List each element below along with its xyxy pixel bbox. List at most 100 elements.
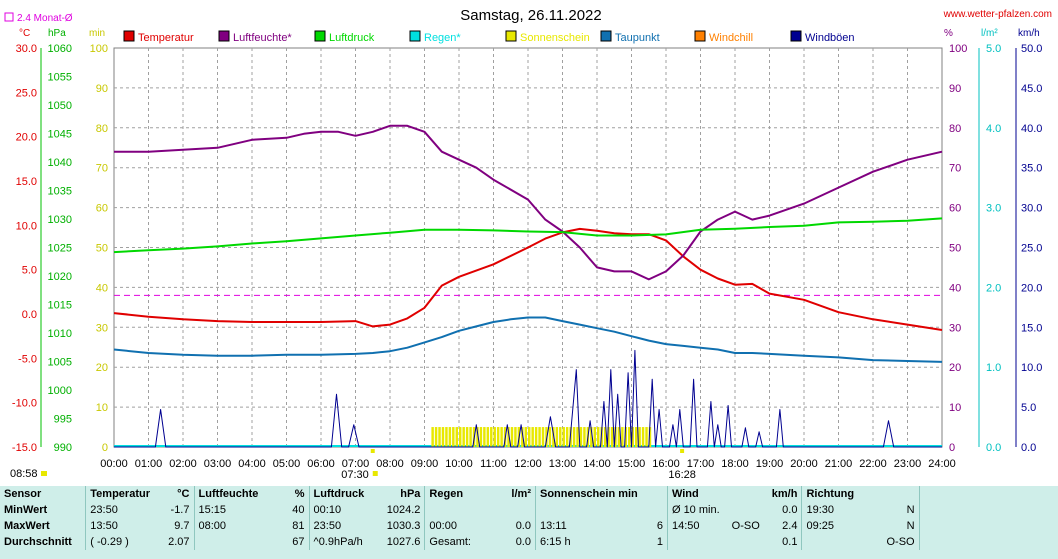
temp-tick-label: 5.0 xyxy=(22,265,37,277)
legend-swatch xyxy=(218,30,230,42)
temp-tick-label: 10.0 xyxy=(16,220,37,232)
stats-row-min: MinWert 23:50 -1.7 15:15 40 00:10 1024.2… xyxy=(0,502,1058,518)
press-value: 1027.6 xyxy=(386,536,421,548)
wind-tick-label: 10.0 xyxy=(1021,362,1042,374)
wind-time: 14:50 xyxy=(666,518,728,534)
sun-tick-label: 10 xyxy=(96,402,108,414)
dir-value: N xyxy=(906,520,915,532)
sunshine-bar xyxy=(576,427,579,447)
humidity-tick-label: 60 xyxy=(949,203,961,215)
wind-value: 2.4 xyxy=(782,520,798,532)
series-line-taupunkt xyxy=(113,316,943,363)
sunrise-sun-icon xyxy=(372,471,378,476)
sunshine-bar xyxy=(531,427,534,447)
hum-value: 67 xyxy=(292,536,305,548)
hdr-rain: Regen xyxy=(424,486,496,502)
hdr-sun-unit xyxy=(642,486,668,502)
pressure-tick-label: 1040 xyxy=(48,157,72,169)
pressure-tick-label: 1000 xyxy=(48,385,72,397)
sunshine-bar xyxy=(552,427,555,447)
sunshine-bar xyxy=(603,427,607,447)
x-tick-label: 22:00 xyxy=(859,458,887,470)
sunshine-bar xyxy=(507,427,510,447)
hdr-press-unit: hPa xyxy=(400,488,421,500)
wind-tick-label: 0.0 xyxy=(1021,442,1036,454)
rain-tick-label: 1.0 xyxy=(986,362,1001,374)
x-tick-label: 10:00 xyxy=(445,458,473,470)
row-label: MaxWert xyxy=(4,520,50,532)
temp-value: 9.7 xyxy=(174,520,190,532)
hdr-filler xyxy=(918,486,1058,502)
hdr-sun: Sonnenschein min xyxy=(534,486,642,502)
series-line-luftdruck xyxy=(113,217,943,254)
sunshine-bar xyxy=(483,427,486,447)
sunshine-bar xyxy=(455,427,458,447)
x-tick-label: 07:00 xyxy=(342,458,370,470)
hdr-dir: Richtung xyxy=(801,486,879,502)
temp-tick-label: 15.0 xyxy=(16,176,37,188)
hdr-wind-dir xyxy=(728,486,764,502)
sunshine-bar xyxy=(648,427,652,447)
wind-tick-label: 45.0 xyxy=(1021,83,1042,95)
sunshine-bar xyxy=(469,427,472,447)
pressure-tick-label: 1060 xyxy=(48,43,72,55)
wind-dir xyxy=(728,534,764,550)
legend-label: Taupunkt xyxy=(615,32,660,44)
sunshine-bar xyxy=(548,427,552,447)
sunshine-bar xyxy=(521,427,524,447)
wind-tick-label: 15.0 xyxy=(1021,322,1042,334)
bottom-left-time: 08:58 xyxy=(10,468,38,480)
stats-table: Sensor Temperatur °C Luftfeuchte % Luftd… xyxy=(0,486,1058,550)
row-label: MinWert xyxy=(4,504,48,516)
legend-label: Windchill xyxy=(709,32,753,44)
sun-time xyxy=(534,502,642,518)
hdr-press: Luftdruck xyxy=(308,486,379,502)
hdr-temp-unit: °C xyxy=(177,488,190,500)
x-tick-label: 05:00 xyxy=(273,458,301,470)
sunshine-bar xyxy=(490,427,493,447)
axes: 30.0 25.0 20.0 15.0 10.0 5.0 0.0 -5.0 -10.0 -15.0… xyxy=(12,43,1043,454)
x-tick-label: 03:00 xyxy=(204,458,232,470)
sunshine-bar xyxy=(634,427,638,447)
wind-tick-label: 35.0 xyxy=(1021,163,1042,175)
x-tick-label: 11:00 xyxy=(480,458,507,470)
sunshine-bar xyxy=(496,427,500,447)
rain-value: 0.0 xyxy=(515,536,531,548)
humidity-tick-label: 50 xyxy=(949,243,961,255)
wind-tick-label: 50.0 xyxy=(1021,43,1042,55)
pressure-unit-label: hPa xyxy=(48,28,66,39)
rain-tick-label: 5.0 xyxy=(986,43,1001,55)
sunshine-bar xyxy=(555,427,559,447)
wind-time: Ø 10 min. xyxy=(666,502,728,518)
sunshine-bar xyxy=(462,427,465,447)
humidity-tick-label: 90 xyxy=(949,83,961,95)
sun-unit-label: min xyxy=(89,28,105,39)
legend-swatch xyxy=(600,30,612,42)
monthly-avg-label: 2.4 Monat-Ø xyxy=(17,13,73,24)
sunshine-bar xyxy=(638,427,641,447)
sunshine-bar xyxy=(614,427,617,447)
chart-title: Samstag, 26.11.2022 xyxy=(460,7,602,24)
sunshine-bar xyxy=(607,427,610,447)
pressure-tick-label: 995 xyxy=(54,414,72,426)
pressure-tick-label: 1045 xyxy=(48,129,72,141)
sunshine-bar xyxy=(448,427,452,447)
sunshine-bar xyxy=(524,427,527,447)
filler-cell xyxy=(918,502,1058,518)
x-tick-label: 14:00 xyxy=(583,458,611,470)
x-tick-label: 20:00 xyxy=(790,458,818,470)
stats-header-row: Sensor Temperatur °C Luftfeuchte % Luftd… xyxy=(0,486,1058,502)
hdr-rain-unit: l/m² xyxy=(511,488,531,500)
row-label: Durchschnitt xyxy=(4,536,72,548)
sunshine-bar xyxy=(534,427,538,447)
sunshine-bar xyxy=(641,427,645,447)
press-time: ^0.9hPa/h xyxy=(308,534,379,550)
stats-panel: Sensor Temperatur °C Luftfeuchte % Luftd… xyxy=(0,486,1058,559)
sunshine-bar xyxy=(445,427,448,447)
rain-time: Gesamt: xyxy=(424,534,496,550)
dir-time: 09:25 xyxy=(801,518,879,534)
x-tick-label: 17:00 xyxy=(687,458,715,470)
sunshine-bar xyxy=(593,427,596,447)
site-url: www.wetter-pfalzen.com xyxy=(943,9,1052,20)
sunshine-bar xyxy=(510,427,514,447)
